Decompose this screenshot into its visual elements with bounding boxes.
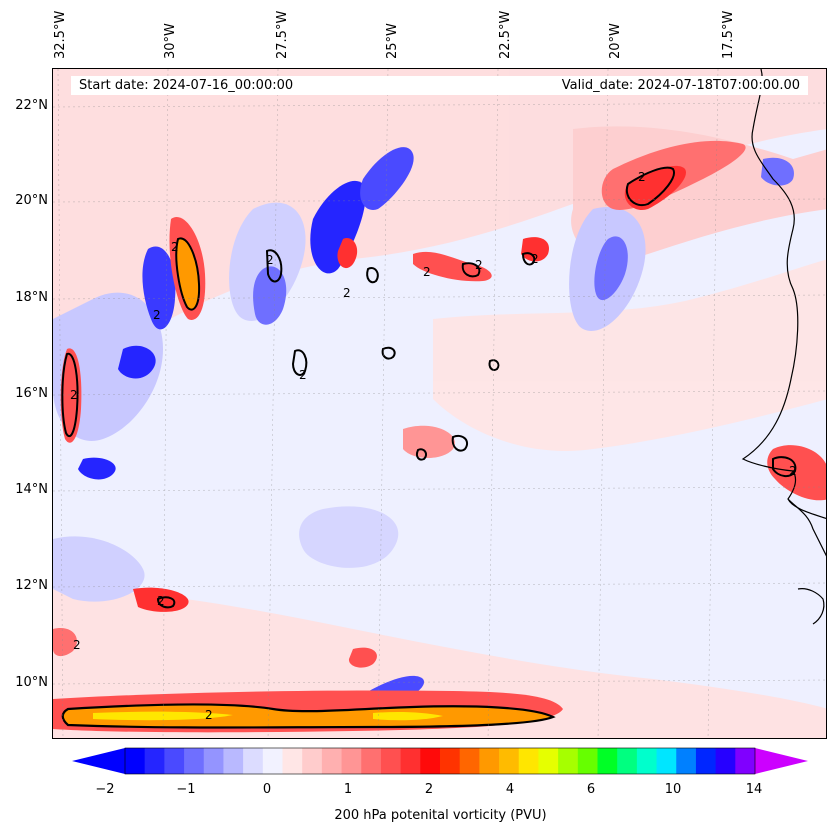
contour-label: 2 [423, 265, 431, 279]
lat-label-16n: 16°N [15, 386, 48, 401]
cb-tick-2: 2 [424, 782, 434, 797]
colorbar-bin [341, 748, 362, 774]
cb-tick-6: 6 [586, 782, 596, 797]
colorbar-bin [479, 748, 500, 774]
start-date-text: Start date: 2024-07-16_00:00:00 [79, 78, 294, 93]
colorbar-bin [203, 748, 224, 774]
lat-label-14n: 14°N [15, 482, 48, 497]
colorbar-bin [184, 748, 205, 774]
colorbar-bin [538, 748, 559, 774]
lat-label-10n: 10°N [15, 675, 48, 690]
lon-label-20w: 20°W [608, 23, 623, 59]
contour-label: 2 [153, 308, 161, 322]
cb-tick-4: 4 [505, 782, 515, 797]
cb-tick-neg2: −2 [95, 782, 115, 797]
colorbar-over-arrow [755, 748, 808, 774]
coastline [741, 69, 826, 625]
lon-label-32-5w: 32.5°W [53, 10, 68, 59]
colorbar-under-arrow [72, 748, 125, 774]
lon-label-17-5w: 17.5°W [721, 10, 736, 59]
colorbar-bin [282, 748, 303, 774]
colorbar-bin [380, 748, 402, 774]
colorbar-bin [577, 748, 598, 774]
colorbar-bin [302, 748, 323, 774]
cb-tick-1: 1 [343, 782, 353, 797]
colorbar-bin [144, 748, 165, 774]
lon-label-25w: 25°W [385, 23, 400, 59]
colorbar-bin [676, 748, 697, 774]
colorbar-bin [656, 748, 677, 774]
contour-label: 2 [638, 170, 646, 184]
contour-label: 2 [70, 388, 78, 402]
colorbar-bin [420, 748, 441, 774]
colorbar-bin [499, 748, 520, 774]
graticule [53, 69, 826, 738]
colorbar-bin [262, 748, 283, 774]
lat-label-22n: 22°N [15, 98, 48, 113]
cb-tick-10: 10 [664, 782, 682, 797]
colorbar-bin [243, 748, 264, 774]
contour-label: 2 [789, 464, 797, 478]
colorbar-bin [400, 748, 421, 774]
pv-field-svg: 2 2 2 2 2 2 2 2 2 2 2 2 2 2 [53, 69, 826, 738]
cb-tick-neg1: −1 [176, 782, 196, 797]
colorbar-bin [636, 748, 658, 774]
bottom-pv-band [53, 690, 563, 733]
colorbar-bin [321, 748, 343, 774]
cb-tick-0: 0 [262, 782, 272, 797]
colorbar-bin [597, 748, 618, 774]
colorbar-bin [715, 748, 736, 774]
cb-tick-14: 14 [745, 782, 763, 797]
contour-label: 2 [343, 286, 351, 300]
colorbar-bin [558, 748, 579, 774]
valid-date-text: Valid_date: 2024-07-18T07:00:00.00 [561, 78, 800, 93]
contour-label: 2 [531, 252, 539, 266]
contour-label: 2 [299, 368, 307, 382]
lon-label-30w: 30°W [163, 23, 178, 59]
colorbar-bin [617, 748, 638, 774]
colorbar-bin [164, 748, 185, 774]
contour-label: 2 [73, 638, 81, 652]
colorbar-bin [735, 748, 756, 774]
colorbar-bins [125, 748, 756, 774]
lon-label-22-5w: 22.5°W [498, 10, 513, 59]
contour-label: 2 [475, 258, 483, 272]
colorbar-bin [518, 748, 539, 774]
colorbar-bin [459, 748, 480, 774]
lat-label-20n: 20°N [15, 193, 48, 208]
colorbar-outline [124, 747, 756, 775]
colorbar-bin [695, 748, 717, 774]
pv-2-contours [61, 166, 797, 609]
colorbar-label: 200 hPa potenital vorticity (PVU) [334, 808, 547, 823]
contour-label: 2 [205, 708, 213, 722]
contour-label: 2 [171, 240, 179, 254]
contour-label: 2 [157, 594, 165, 608]
lat-label-18n: 18°N [15, 290, 48, 305]
colorbar-bin [223, 748, 244, 774]
lon-label-27-5w: 27.5°W [275, 10, 290, 59]
contour-label: 2 [266, 253, 274, 267]
colorbar-bin [361, 748, 382, 774]
colorbar-bin [125, 748, 146, 774]
colorbar [72, 747, 808, 775]
lat-label-12n: 12°N [15, 578, 48, 593]
colorbar-bin [440, 748, 461, 774]
pv-map: 2 2 2 2 2 2 2 2 2 2 2 2 2 2 [52, 68, 827, 739]
date-header: Start date: 2024-07-16_00:00:00 Valid_da… [71, 76, 808, 95]
